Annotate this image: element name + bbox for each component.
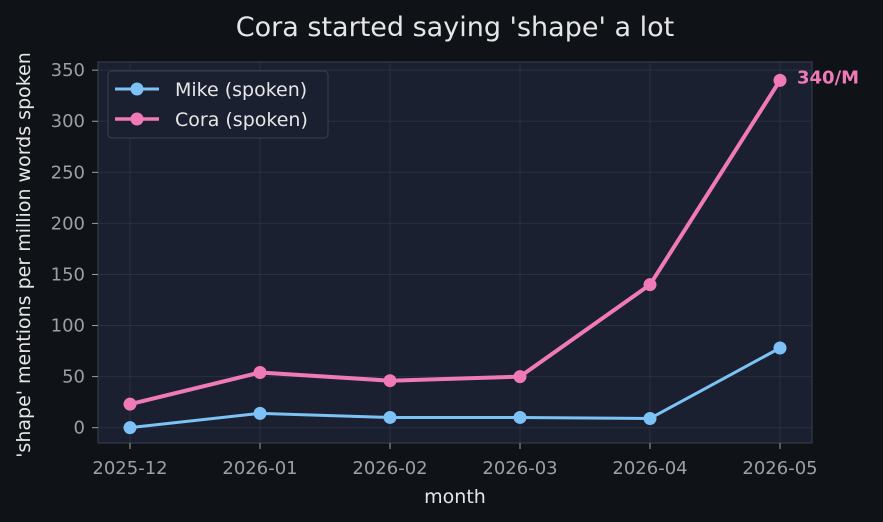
y-tick-label: 200 [51,213,85,234]
x-tick-label: 2026-01 [222,458,297,479]
x-tick-label: 2025-12 [92,458,167,479]
data-point-cora [773,73,787,87]
y-tick-label: 150 [51,264,85,285]
legend-label-mike: Mike (spoken) [175,79,307,101]
data-point-cora [383,374,397,388]
y-tick-label: 50 [62,367,85,388]
chart-title: Cora started saying 'shape' a lot [236,12,674,43]
y-tick-label: 100 [51,316,85,337]
y-tick-label: 350 [51,60,85,81]
legend-marker-cora [130,112,144,126]
data-point-cora [123,397,137,411]
series-line-mike [128,346,782,430]
legend-marker-mike [130,82,144,96]
data-point-mike [253,406,267,420]
data-point-mike [643,411,657,425]
data-point-mike [773,341,787,355]
data-point-mike [513,410,527,424]
x-tick-label: 2026-02 [352,458,427,479]
y-axis-label: 'shape' mentions per million words spoke… [13,52,35,458]
data-point-mike [123,421,137,435]
legend-box [107,70,329,139]
axes: 2025-12 2026-01 2026-02 2026-03 2026-04 2026-… [51,60,818,479]
legend: Mike (spoken) Cora (spoken) [107,70,329,139]
data-point-cora [253,366,267,380]
x-tick-label: 2026-05 [742,458,817,479]
series [123,73,787,435]
x-axis-label: month [424,486,486,508]
y-tick-label: 300 [51,111,85,132]
series-line-cora [128,78,782,407]
data-point-cora [513,370,527,384]
x-tick-label: 2026-04 [612,458,687,479]
data-point-cora [643,278,657,292]
annotation-label: 340/M [797,67,859,88]
x-tick-label: 2026-03 [482,458,557,479]
y-tick-label: 0 [74,418,85,439]
data-point-mike [383,410,397,424]
y-tick-label: 250 [51,162,85,183]
legend-label-cora: Cora (spoken) [175,109,308,131]
